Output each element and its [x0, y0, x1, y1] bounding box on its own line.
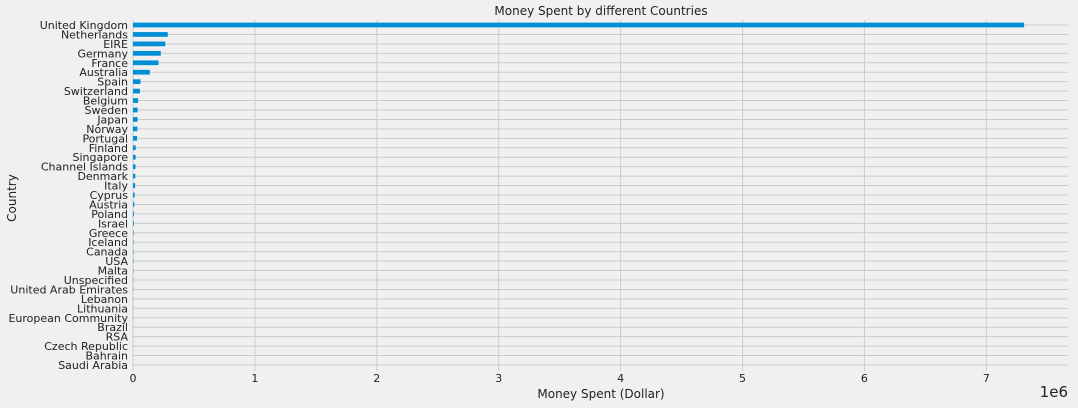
y-tick-label: France: [91, 57, 128, 70]
y-tick-labels: United KingdomNetherlandsEIREGermanyFran…: [8, 19, 128, 372]
y-tick-label: United Kingdom: [40, 19, 128, 32]
y-tick-label: United Arab Emirates: [10, 283, 128, 296]
x-tick-label: 6: [861, 372, 868, 385]
y-tick-label: Cyprus: [90, 189, 129, 202]
y-tick-label: Lithuania: [77, 302, 128, 315]
y-tick-label: Bahrain: [85, 350, 128, 363]
y-tick-label: Poland: [91, 208, 128, 221]
y-tick-label: Japan: [96, 113, 128, 126]
y-tick-label: Israel: [98, 217, 128, 230]
y-tick-label: Lebanon: [81, 293, 128, 306]
y-tick-label: Austria: [89, 198, 128, 211]
bar: [133, 98, 139, 103]
y-tick-label: Saudi Arabia: [58, 359, 128, 372]
y-tick-label: European Community: [8, 312, 128, 325]
y-tick-label: Netherlands: [61, 28, 128, 41]
x-tick-label: 7: [983, 372, 990, 385]
bar: [133, 79, 141, 85]
y-tick-label: Italy: [104, 180, 128, 193]
y-tick-label: Germany: [77, 47, 128, 60]
y-tick-label: Finland: [89, 142, 128, 155]
y-tick-label: Australia: [79, 66, 128, 79]
y-tick-label: Brazil: [97, 321, 128, 334]
x-tick-label: 2: [373, 372, 380, 385]
bar: [133, 107, 138, 113]
y-tick-label: Denmark: [77, 170, 128, 183]
bar: [133, 60, 159, 66]
bar: [133, 202, 135, 207]
y-tick-label: Canada: [86, 246, 128, 259]
bar: [133, 135, 138, 141]
bar: [133, 220, 134, 226]
y-tick-label: Norway: [86, 123, 128, 136]
bar: [133, 192, 135, 198]
y-tick-label: Unspecified: [64, 274, 128, 287]
y-tick-label: Greece: [89, 227, 128, 240]
bar: [133, 183, 136, 188]
x-tick-label: 0: [130, 372, 137, 385]
chart-title: Money Spent by different Countries: [494, 4, 707, 18]
x-axis-label: Money Spent (Dollar): [537, 387, 664, 401]
y-tick-label: Malta: [98, 265, 128, 278]
bar: [133, 239, 134, 245]
y-tick-label: EIRE: [103, 38, 128, 51]
bar: [133, 154, 136, 160]
y-tick-label: Iceland: [88, 236, 128, 249]
bar: [133, 88, 140, 94]
bar: [133, 211, 134, 217]
y-tick-label: Channel Islands: [41, 161, 128, 174]
bar: [133, 69, 150, 75]
bar: [133, 173, 136, 179]
bar: [133, 22, 1025, 28]
bar: [133, 126, 138, 132]
bar: [133, 145, 136, 151]
bar: [133, 230, 134, 236]
y-tick-label: Switzerland: [64, 85, 128, 98]
x-tick-label: 4: [617, 372, 624, 385]
y-tick-label: USA: [105, 255, 128, 268]
y-tick-label: Czech Republic: [44, 340, 128, 353]
y-tick-label: Portugal: [82, 132, 128, 145]
y-tick-label: RSA: [106, 331, 129, 344]
y-tick-label: Belgium: [83, 95, 128, 108]
bar: [133, 117, 138, 122]
y-tick-label: Sweden: [85, 104, 128, 117]
y-tick-label: Singapore: [73, 151, 129, 164]
y-tick-label: Spain: [97, 76, 128, 89]
x-tick-label: 1: [251, 372, 258, 385]
bar: [133, 164, 136, 170]
x-tick-label: 5: [739, 372, 746, 385]
bar: [133, 50, 161, 56]
bars: [133, 22, 1025, 368]
x-axis-offset-label: 1e6: [1040, 383, 1068, 401]
bar: [133, 32, 168, 37]
x-tick-labels: 0 1 2 3 4 5 6 7: [130, 372, 990, 385]
x-tick-label: 3: [495, 372, 502, 385]
bar: [133, 41, 166, 47]
y-axis-label: Country: [5, 174, 19, 222]
